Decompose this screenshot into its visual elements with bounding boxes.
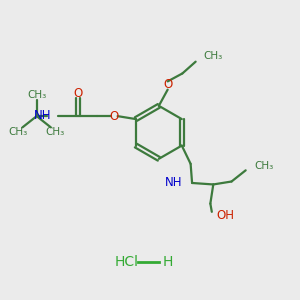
Text: H: H: [163, 255, 173, 269]
Text: O: O: [109, 110, 119, 123]
Text: CH₃: CH₃: [45, 127, 64, 137]
Text: O: O: [163, 78, 172, 91]
Text: O: O: [73, 87, 83, 100]
Text: OH: OH: [217, 209, 235, 223]
Text: CH₃: CH₃: [27, 90, 46, 100]
Text: NH: NH: [165, 176, 183, 190]
Text: CH₃: CH₃: [203, 51, 222, 61]
Text: CH₃: CH₃: [254, 161, 273, 171]
Text: NH: NH: [34, 109, 51, 122]
Text: HCl: HCl: [114, 255, 138, 269]
Text: CH₃: CH₃: [9, 127, 28, 137]
